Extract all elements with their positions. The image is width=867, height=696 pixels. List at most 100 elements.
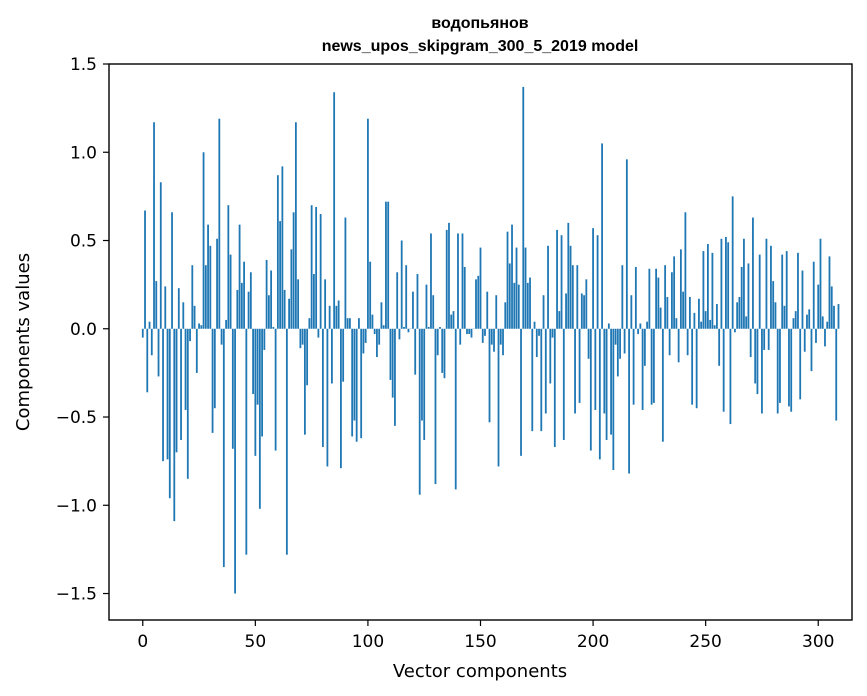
bar xyxy=(157,328,160,377)
bar xyxy=(812,261,815,329)
bar xyxy=(713,325,716,329)
bar xyxy=(252,328,254,395)
bar xyxy=(213,328,216,409)
bar xyxy=(452,311,455,329)
bar xyxy=(533,321,536,329)
bar xyxy=(504,302,507,329)
bar xyxy=(679,249,682,329)
bar xyxy=(376,328,378,357)
bar xyxy=(310,205,313,329)
bar xyxy=(553,328,556,448)
bar xyxy=(355,328,358,442)
bar xyxy=(175,328,178,453)
bar xyxy=(709,319,712,329)
bar xyxy=(830,286,833,329)
bar xyxy=(522,86,525,329)
bar xyxy=(423,328,426,440)
bar xyxy=(797,252,799,329)
bar xyxy=(695,328,698,409)
bar xyxy=(463,266,466,329)
bar xyxy=(425,284,428,329)
bar xyxy=(700,321,703,329)
bar xyxy=(362,328,365,354)
bar xyxy=(646,321,649,329)
bar xyxy=(788,328,790,407)
bar xyxy=(303,328,306,435)
bar xyxy=(826,321,829,329)
bar xyxy=(274,328,277,451)
bar xyxy=(331,328,333,384)
bar xyxy=(272,327,275,329)
bar xyxy=(540,328,543,432)
bar xyxy=(166,328,169,460)
bar xyxy=(218,118,221,329)
bar xyxy=(240,282,243,329)
bar xyxy=(394,328,396,426)
bar xyxy=(535,328,538,357)
bar xyxy=(824,328,826,347)
bar xyxy=(567,222,570,329)
bar xyxy=(792,318,795,329)
bar xyxy=(378,328,381,345)
bar xyxy=(664,265,667,329)
bar xyxy=(391,328,394,398)
bar xyxy=(414,328,417,375)
bar xyxy=(754,328,757,384)
bar xyxy=(337,300,340,329)
bar xyxy=(349,318,351,329)
bar xyxy=(427,327,430,329)
bar xyxy=(335,305,338,329)
x-axis-label: Vector components xyxy=(393,661,567,682)
bar xyxy=(625,159,628,329)
bar xyxy=(529,277,531,329)
bar xyxy=(727,242,730,329)
bar xyxy=(749,328,752,357)
bar xyxy=(785,251,788,329)
bar xyxy=(603,328,606,414)
bar xyxy=(538,328,540,336)
bar xyxy=(216,238,218,329)
bar xyxy=(225,319,227,329)
bar xyxy=(637,328,640,335)
x-axis-ticks: 0 50 100 150 200 250 300 xyxy=(137,620,834,652)
bar xyxy=(488,328,491,423)
bar xyxy=(655,268,658,329)
bar xyxy=(353,328,356,421)
bar xyxy=(675,318,678,329)
bar xyxy=(443,328,446,379)
bar xyxy=(256,328,259,405)
bar xyxy=(475,279,477,329)
bar xyxy=(686,328,689,356)
chart-subtitle: news_upos_skipgram_300_5_2019 model xyxy=(322,38,639,55)
bar xyxy=(819,238,822,329)
bar xyxy=(403,327,405,329)
bar xyxy=(682,291,685,329)
bar xyxy=(243,261,245,329)
bar xyxy=(580,293,583,329)
bar xyxy=(598,328,601,460)
bar xyxy=(556,229,558,329)
bar xyxy=(657,277,660,329)
bar xyxy=(466,328,468,335)
bar xyxy=(677,328,680,363)
bar xyxy=(589,328,592,451)
bar xyxy=(396,272,399,329)
bar xyxy=(684,212,687,329)
bar xyxy=(484,328,486,336)
bar xyxy=(781,254,784,329)
bar xyxy=(740,266,743,329)
bar xyxy=(508,263,511,329)
bar xyxy=(758,254,761,329)
bar xyxy=(195,328,198,373)
bar xyxy=(254,328,257,456)
bar xyxy=(607,323,610,329)
bar xyxy=(623,328,626,354)
bar xyxy=(634,266,637,329)
bar xyxy=(184,328,187,410)
bar xyxy=(803,328,806,352)
bar xyxy=(189,328,191,342)
y-tick-label: 0.0 xyxy=(70,320,97,340)
bar xyxy=(168,328,171,499)
